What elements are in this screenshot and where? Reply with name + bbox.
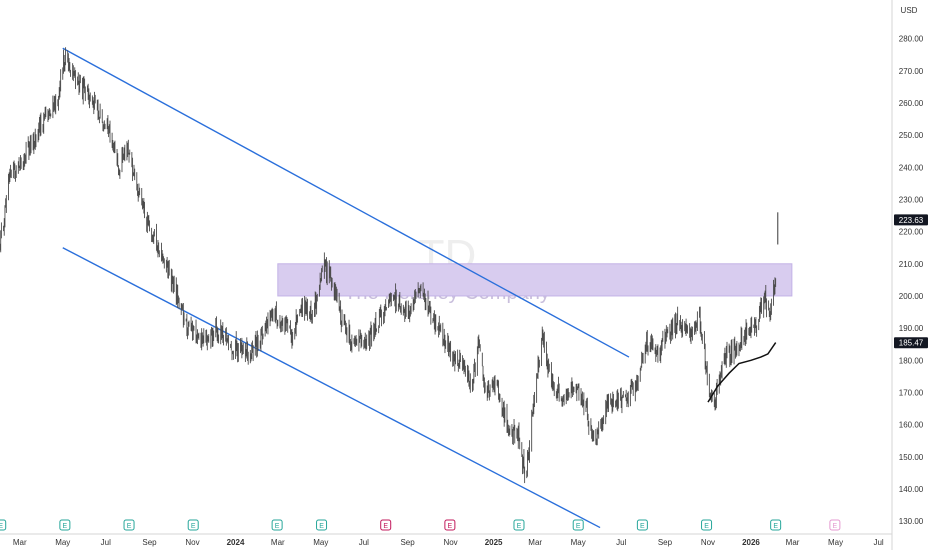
x-tick-label: Jul [873,538,883,547]
time-axis[interactable]: Mar May Jul Sep Nov 2024 Mar May Jul Sep Nov 2025 Ma… [13,538,884,547]
earnings-marker-label: E [383,523,388,530]
earnings-marker[interactable] [59,519,71,531]
x-tick-label: Mar [271,538,285,547]
channel-layer[interactable] [62,47,630,529]
currency-label: USD [901,6,918,15]
price-badge [894,214,928,226]
earnings-marker[interactable] [701,519,713,531]
price-axis[interactable]: 130.00 140.00 150.00 160.00 170.00 180.00 190.… [899,35,924,527]
earnings-marker[interactable] [187,519,199,531]
earnings-marker[interactable] [513,519,525,531]
price-badge [894,337,928,349]
resistance-zone[interactable] [277,263,793,297]
y-tick-label: 190.00 [899,324,924,333]
earnings-marker[interactable] [123,519,135,531]
x-tick-label: Nov [185,538,199,547]
earnings-marker-label: E [773,523,778,530]
y-tick-label: 270.00 [899,67,924,76]
y-tick-label: 250.00 [899,131,924,140]
x-tick-label: May [55,538,70,547]
y-tick-label: 240.00 [899,163,924,172]
y-tick-label: 230.00 [899,195,924,204]
earnings-marker-label: E [833,523,838,530]
earnings-marker[interactable] [636,519,648,531]
x-tick-label: Nov [443,538,457,547]
x-tick-label: 2025 [485,538,503,547]
y-tick-label: 130.00 [899,517,924,526]
y-tick-label: 140.00 [899,485,924,494]
earnings-marker-label: E [448,523,453,530]
earnings-marker-label: E [127,523,132,530]
moving-average-line [707,342,777,403]
earnings-marker-label: E [191,523,196,530]
x-tick-label: Sep [142,538,157,547]
x-tick-label: May [313,538,328,547]
y-tick-label: 200.00 [899,292,924,301]
y-tick-label: 210.00 [899,260,924,269]
moving-average-layer [707,342,777,403]
earnings-marker[interactable] [0,519,7,531]
y-tick-label: 170.00 [899,388,924,397]
earnings-marker[interactable] [271,519,283,531]
y-tick-label: 260.00 [899,99,924,108]
earnings-marker-label: E [0,523,3,530]
x-tick-label: Mar [13,538,27,547]
x-tick-label: Jul [616,538,626,547]
price-series-layer [0,47,779,484]
earnings-marker[interactable] [770,519,782,531]
earnings-marker-label: E [63,523,68,530]
y-tick-label: 180.00 [899,356,924,365]
earnings-marker-label: E [319,523,324,530]
x-tick-label: Nov [701,538,715,547]
x-tick-label: Mar [786,538,800,547]
earnings-marker[interactable] [572,519,584,531]
earnings-marker[interactable] [316,519,328,531]
x-tick-label: Jul [359,538,369,547]
earnings-marker[interactable] [380,519,392,531]
x-tick-label: 2026 [742,538,760,547]
earnings-marker-label: E [517,523,522,530]
x-tick-label: 2024 [227,538,245,547]
y-tick-label: 280.00 [899,35,924,44]
x-tick-label: Mar [528,538,542,547]
x-tick-label: May [828,538,843,547]
earnings-marker-label: E [704,523,709,530]
channel-upper-line[interactable] [62,47,630,358]
price-badges: 223.63 185.47 [894,214,928,349]
earnings-marker[interactable] [444,519,456,531]
price-badge-label: 223.63 [899,216,924,225]
x-tick-label: Sep [658,538,673,547]
resistance-zone-layer[interactable] [277,263,793,297]
x-tick-label: Jul [101,538,111,547]
earnings-marker-label: E [576,523,581,530]
y-tick-label: 220.00 [899,228,924,237]
earnings-marker[interactable] [829,519,841,531]
channel-lower-line[interactable] [62,247,601,529]
earnings-marker-label: E [640,523,645,530]
x-tick-label: Sep [400,538,415,547]
y-tick-label: 160.00 [899,421,924,430]
earnings-marker-label: E [275,523,280,530]
price-badge-label: 185.47 [899,339,924,348]
y-tick-label: 150.00 [899,453,924,462]
x-tick-label: May [571,538,586,547]
